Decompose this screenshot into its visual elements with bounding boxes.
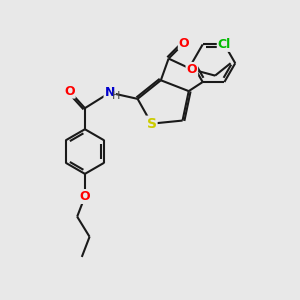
Text: Cl: Cl bbox=[218, 38, 231, 51]
Text: S: S bbox=[146, 117, 157, 131]
Text: O: O bbox=[187, 63, 197, 76]
Text: O: O bbox=[80, 190, 90, 203]
Text: N: N bbox=[104, 86, 115, 99]
Text: H: H bbox=[112, 92, 121, 101]
Text: O: O bbox=[64, 85, 75, 98]
Text: O: O bbox=[179, 37, 189, 50]
